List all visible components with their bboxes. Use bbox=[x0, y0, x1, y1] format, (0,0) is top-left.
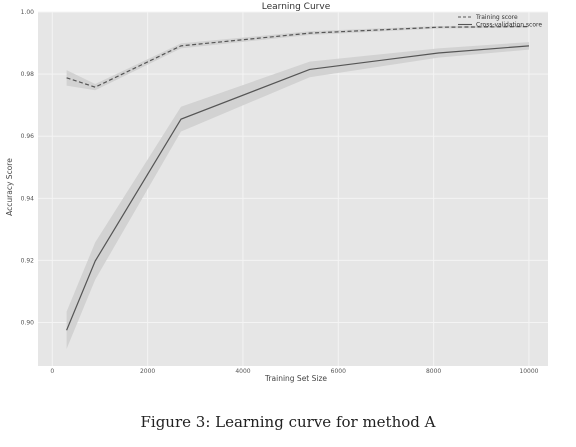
series-line-0 bbox=[66, 25, 529, 88]
score-band-0 bbox=[66, 25, 529, 91]
x-tick-label: 8000 bbox=[426, 368, 441, 375]
y-tick-label: 0.92 bbox=[21, 257, 35, 264]
chart-title: Learning Curve bbox=[262, 2, 331, 12]
tick-labels: 0 2000 4000 6000 8000 10000 0.90 0.92 0.94 0.96 0.… bbox=[21, 9, 539, 375]
x-tick-label: 2000 bbox=[140, 368, 155, 375]
y-tick-label: 0.94 bbox=[21, 195, 35, 202]
learning-curve-chart: 0 2000 4000 6000 8000 10000 0.90 0.92 0.94 0.96 0.… bbox=[5, 2, 548, 383]
y-tick-label: 0.96 bbox=[21, 133, 35, 140]
x-tick-label: 10000 bbox=[519, 368, 538, 375]
x-tick-label: 0 bbox=[50, 368, 54, 375]
series-lines bbox=[66, 25, 529, 331]
y-axis-title: Accuracy Score bbox=[5, 158, 14, 216]
legend-label-cross-validation: Cross-validation score bbox=[476, 22, 542, 29]
y-tick-label: 0.90 bbox=[21, 320, 35, 327]
y-tick-label: 1.00 bbox=[21, 9, 35, 16]
x-tick-label: 4000 bbox=[235, 368, 250, 375]
x-axis-title: Training Set Size bbox=[264, 374, 327, 383]
x-tick-label: 6000 bbox=[331, 368, 346, 375]
plot-area bbox=[38, 12, 548, 366]
legend: Training score Cross-validation score bbox=[458, 14, 542, 29]
legend-label-training: Training score bbox=[475, 14, 518, 21]
y-tick-label: 0.98 bbox=[21, 71, 35, 78]
figure-caption: Figure 3: Learning curve for method A bbox=[140, 413, 436, 431]
series-line-1 bbox=[66, 45, 529, 331]
